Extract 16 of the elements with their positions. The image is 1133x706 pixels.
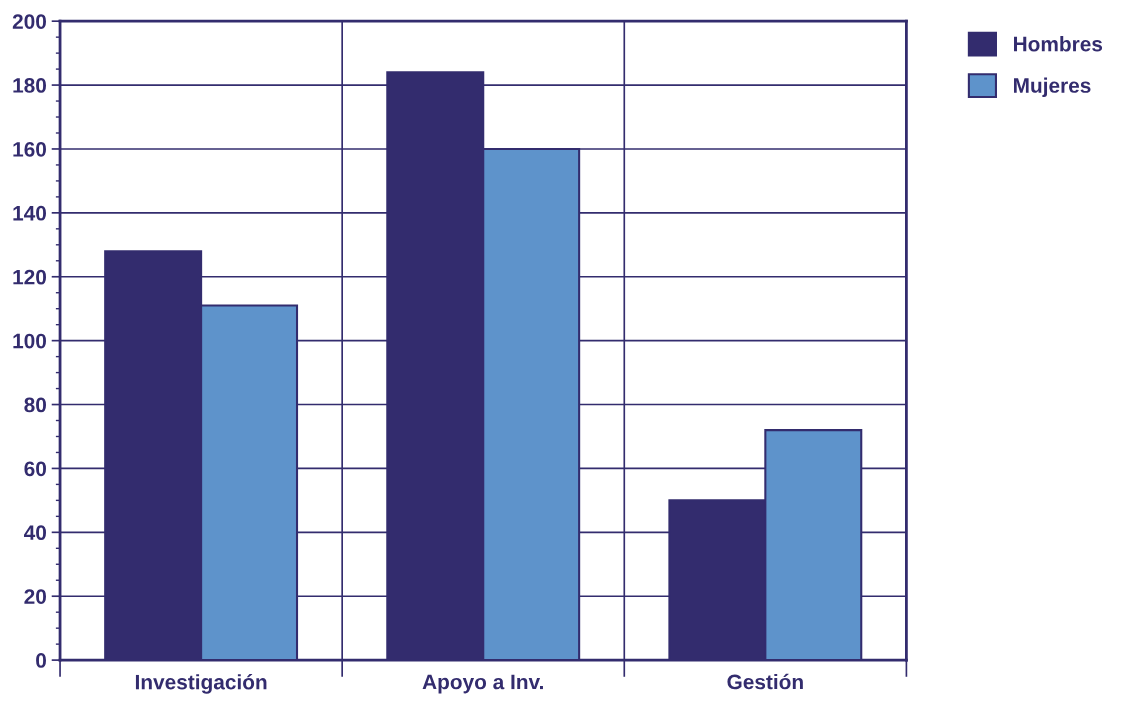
y-tick-label: 140 xyxy=(13,205,46,221)
y-tick-label: 120 xyxy=(13,269,46,285)
legend-label: Hombres xyxy=(1014,36,1103,52)
y-tick-label: 20 xyxy=(24,589,46,604)
y-tick-label: 0 xyxy=(36,653,46,668)
y-tick-label: 180 xyxy=(13,78,46,93)
x-tick-label: Gestión xyxy=(727,673,803,690)
y-tick-label: 100 xyxy=(13,333,46,349)
x-tick-label: Apoyo a Inv. xyxy=(422,674,543,694)
y-tick-label: 200 xyxy=(12,14,46,29)
legend-label: Mujeres xyxy=(1014,77,1091,97)
y-tick-label: 80 xyxy=(24,397,46,413)
x-tick-label: Investigación xyxy=(135,674,267,694)
y-tick-label: 60 xyxy=(24,461,46,477)
y-tick-label: 160 xyxy=(13,141,46,157)
y-tick-label: 40 xyxy=(24,525,46,541)
